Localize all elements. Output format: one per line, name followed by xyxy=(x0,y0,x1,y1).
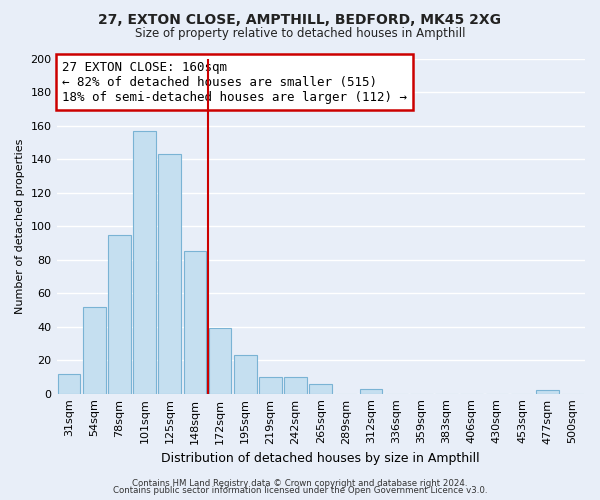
Text: Contains HM Land Registry data © Crown copyright and database right 2024.: Contains HM Land Registry data © Crown c… xyxy=(132,478,468,488)
Bar xyxy=(360,388,382,394)
Y-axis label: Number of detached properties: Number of detached properties xyxy=(15,138,25,314)
Bar xyxy=(58,374,80,394)
Text: 27 EXTON CLOSE: 160sqm
← 82% of detached houses are smaller (515)
18% of semi-de: 27 EXTON CLOSE: 160sqm ← 82% of detached… xyxy=(62,60,407,104)
Bar xyxy=(209,328,232,394)
Text: 27, EXTON CLOSE, AMPTHILL, BEDFORD, MK45 2XG: 27, EXTON CLOSE, AMPTHILL, BEDFORD, MK45… xyxy=(98,12,502,26)
Bar xyxy=(133,131,156,394)
Bar xyxy=(234,355,257,394)
X-axis label: Distribution of detached houses by size in Ampthill: Distribution of detached houses by size … xyxy=(161,452,480,465)
Bar xyxy=(284,377,307,394)
Bar xyxy=(536,390,559,394)
Bar xyxy=(83,306,106,394)
Bar xyxy=(184,252,206,394)
Bar xyxy=(259,377,282,394)
Bar xyxy=(310,384,332,394)
Text: Size of property relative to detached houses in Ampthill: Size of property relative to detached ho… xyxy=(135,28,465,40)
Bar xyxy=(158,154,181,394)
Text: Contains public sector information licensed under the Open Government Licence v3: Contains public sector information licen… xyxy=(113,486,487,495)
Bar xyxy=(108,234,131,394)
